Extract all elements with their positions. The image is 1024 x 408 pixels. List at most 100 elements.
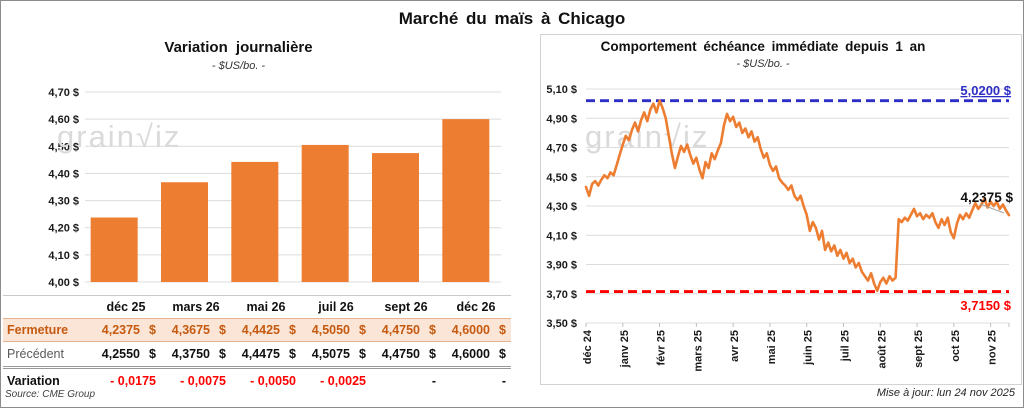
x-tick-label: juil 25 — [839, 330, 851, 362]
table-header-cell: sept 26 — [384, 300, 428, 314]
line-chart-subtitle: - $US/bo. - — [736, 58, 790, 70]
cell-number: - 0,0175 — [110, 374, 156, 388]
x-tick-label: juin 25 — [803, 330, 815, 366]
table-value-cell: 4,4750 $ — [371, 342, 441, 366]
table-header-cell: déc 26 — [456, 300, 496, 314]
cell-number: 4,6000 — [451, 323, 490, 337]
table-row-precedent: Précédent 4,2550 $4,3750 $4,4475 $4,5075 $4,4… — [3, 342, 511, 369]
bar-sept 26 — [372, 153, 419, 282]
page-title: Marché du maïs à Chicago — [398, 9, 626, 28]
table-header-cell: déc 25 — [106, 300, 146, 314]
cell-number: 4,3750 — [171, 347, 210, 361]
table-value-cell: 4,4750 $ — [371, 319, 441, 341]
table-header-cell: mai 26 — [246, 300, 286, 314]
bar-déc 26 — [442, 119, 490, 282]
x-tick-label: mars 25 — [692, 330, 704, 372]
cell-number: - — [501, 374, 506, 388]
cell-number: 4,4750 — [381, 347, 420, 361]
table-value-cell: 4,6000 $ — [441, 342, 511, 366]
cell-currency: $ — [429, 347, 436, 361]
table-row-variation: Variation - 0,0175 - 0,0075 - 0,0050 - 0,002… — [3, 369, 511, 393]
x-tick-label: déc 24 — [582, 329, 594, 364]
cell-currency: $ — [499, 347, 506, 361]
table-header-row: déc 25 mars 26 mai 26 juil 26 sept 26 déc 26 — [3, 296, 511, 318]
table-value-cell: 4,6000 $ — [441, 319, 511, 341]
cell-currency: $ — [359, 323, 366, 337]
cell-number: - 0,0025 — [320, 374, 366, 388]
table-value-cell: 4,4425 $ — [231, 319, 301, 341]
cell-currency: $ — [289, 323, 296, 337]
table-value-cell: - 0,0075 — [161, 369, 231, 393]
table-value-cell: - — [371, 369, 441, 393]
y-tick-label: 3,50 $ — [546, 318, 577, 330]
line-chart-title: Comportement échéance immédiate depuis 1… — [600, 39, 926, 54]
update-note: Mise à jour: lun 24 nov 2025 — [876, 387, 1015, 399]
y-tick-label: 4,10 $ — [546, 230, 577, 242]
cell-number: 4,3675 — [171, 323, 210, 337]
cell-number: - 0,0075 — [180, 374, 226, 388]
line-chart-frame — [540, 34, 1022, 385]
source-note: Source: CME Group — [5, 389, 96, 400]
bar-chart-subtitle: - $US/bo. - — [211, 60, 266, 72]
table-row-fermeture: Fermeture 4,2375 $4,3675 $4,4425 $4,5050 $4,4… — [3, 318, 511, 342]
last-value-label: 4,2375 $ — [960, 190, 1013, 205]
y-tick-label: 5,10 $ — [546, 84, 577, 96]
table-header-cell: juil 26 — [318, 300, 354, 314]
bar-chart-svg: 4,70 $ 4,60 $ 4,50 $ 4,40 $ 4,30 $ 4,20 $ 4,10… — [48, 87, 501, 289]
cell-currency: $ — [359, 347, 366, 361]
line-chart-svg: 5,10 $ 4,90 $ 4,70 $ 4,50 $ 4,30 $ 4,10 $ 3,90… — [546, 83, 1013, 372]
cell-currency: $ — [429, 323, 436, 337]
grainwiz-watermark: grain√iz — [57, 119, 181, 154]
bar-juil 26 — [301, 144, 349, 282]
x-tick-label: janv 25 — [619, 330, 631, 368]
x-tick-label: août 25 — [876, 330, 888, 369]
x-tick-label: avr 25 — [729, 330, 741, 362]
low-value-label: 3,7150 $ — [960, 298, 1011, 313]
cell-number: 4,4750 — [381, 323, 420, 337]
cell-number: - — [431, 374, 436, 388]
bar-mai 26 — [231, 161, 279, 282]
row-label: Variation — [7, 374, 60, 388]
row-label: Précédent — [7, 347, 64, 361]
last-value-leader-line — [979, 203, 1005, 214]
cell-number: 4,4475 — [241, 347, 280, 361]
y-tick-label: 4,30 $ — [48, 196, 79, 208]
y-tick-label: 4,40 $ — [48, 168, 79, 180]
cell-currency: $ — [219, 347, 226, 361]
y-tick-label: 4,70 $ — [48, 87, 79, 99]
y-tick-label: 4,00 $ — [48, 277, 79, 289]
cell-currency: $ — [149, 323, 156, 337]
table-value-cell: 4,5075 $ — [301, 342, 371, 366]
price-line — [584, 99, 1011, 293]
cell-currency: $ — [219, 323, 226, 337]
x-tick-label: févr 25 — [656, 330, 668, 365]
y-tick-label: 4,90 $ — [546, 113, 577, 125]
cell-currency: $ — [499, 323, 506, 337]
x-tick-label: mai 25 — [766, 330, 778, 364]
table-value-cell: 4,3750 $ — [161, 342, 231, 366]
cell-number: 4,4425 — [241, 323, 280, 337]
cell-number: 4,2375 — [101, 323, 140, 337]
high-value-label: 5,0200 $ — [960, 83, 1011, 98]
table-value-cell: - 0,0025 — [301, 369, 371, 393]
table-value-cell: - 0,0050 — [231, 369, 301, 393]
table-value-cell: - 0,0175 — [91, 369, 161, 393]
cell-number: - 0,0050 — [250, 374, 296, 388]
table-header-cell: mars 26 — [172, 300, 220, 314]
x-tick-label: oct 25 — [950, 330, 962, 362]
table-value-cell: 4,2375 $ — [91, 319, 161, 341]
cell-number: 4,2550 — [101, 347, 140, 361]
y-tick-label: 4,20 $ — [48, 223, 79, 235]
y-tick-label: 4,60 $ — [48, 114, 79, 126]
y-tick-label: 4,70 $ — [546, 143, 577, 155]
y-tick-label: 4,50 $ — [546, 172, 577, 184]
table-value-cell: 4,3675 $ — [161, 319, 231, 341]
grainwiz-watermark: grain√iz — [585, 119, 709, 154]
x-tick-label: sept 25 — [913, 330, 925, 368]
bar-mars 26 — [161, 182, 208, 282]
futures-table: déc 25 mars 26 mai 26 juil 26 sept 26 déc 26 F… — [3, 295, 511, 393]
cell-currency: $ — [149, 347, 156, 361]
bar-déc 25 — [90, 217, 138, 282]
bar-chart-title: Variation journalière — [164, 39, 313, 56]
